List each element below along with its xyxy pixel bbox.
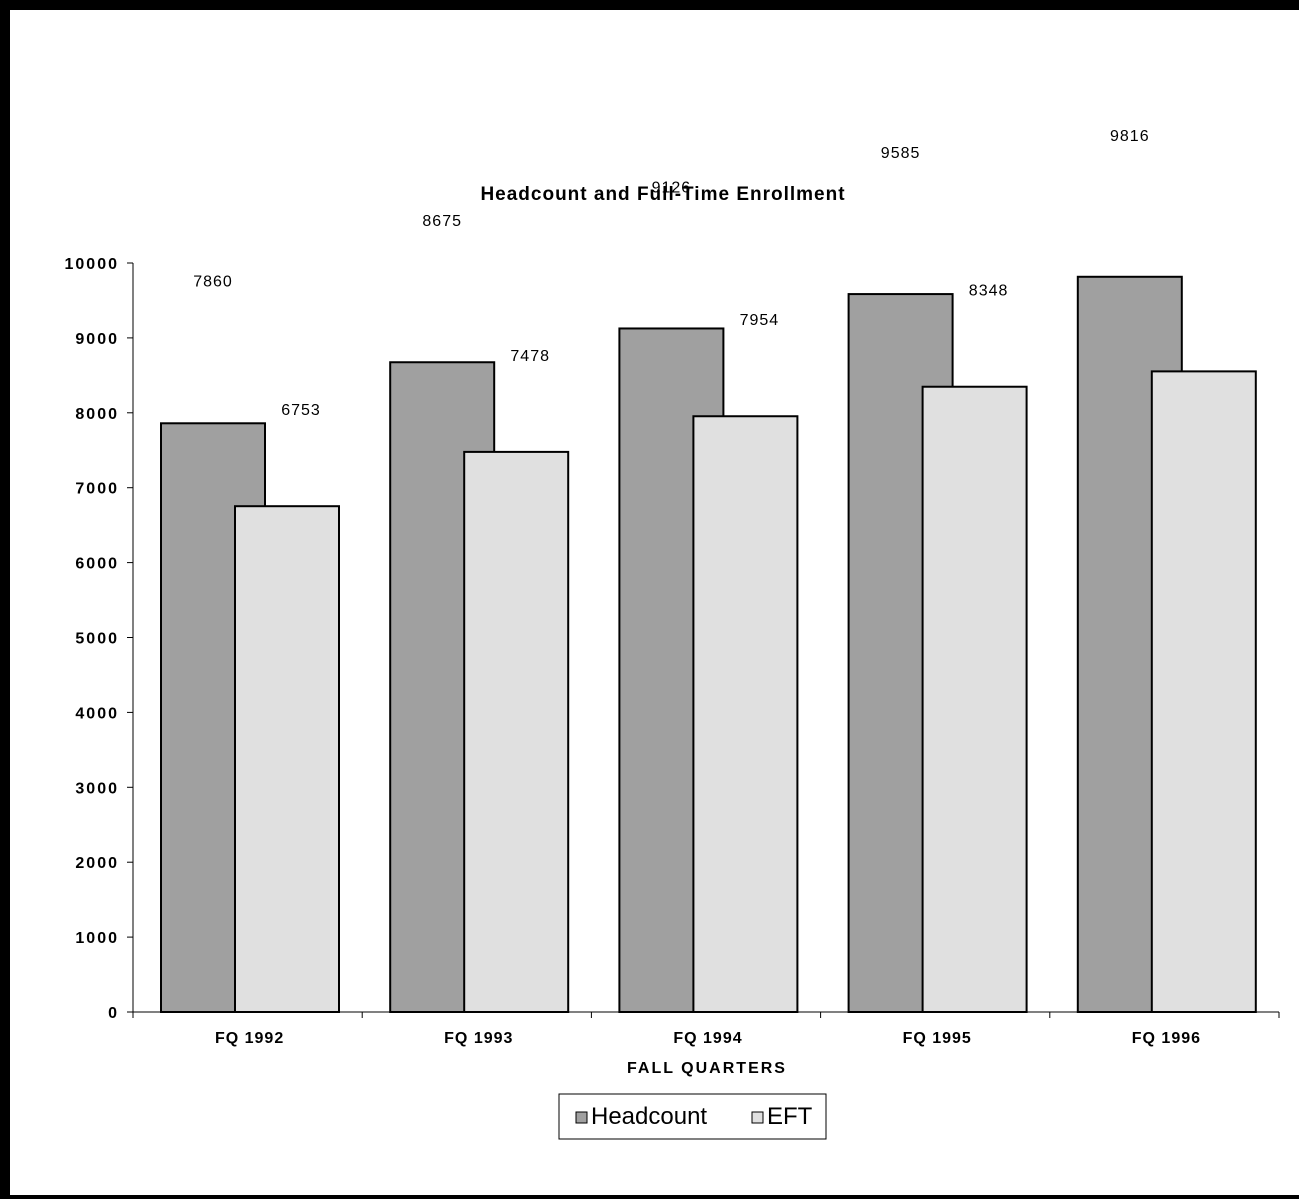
x-tick-label: FQ 1993	[444, 1030, 513, 1047]
x-axis-title: FALL QUARTERS	[627, 1060, 787, 1077]
y-tick-label: 3000	[75, 780, 119, 797]
y-tick-label: 0	[108, 1005, 119, 1022]
data-label-headcount: 9126	[652, 179, 692, 196]
y-tick-label: 5000	[75, 631, 119, 648]
data-label-headcount: 9585	[881, 145, 921, 162]
legend-swatch-eft	[751, 1111, 764, 1124]
y-tick-label: 8000	[75, 406, 119, 423]
legend-swatch-headcount	[575, 1111, 588, 1124]
bar-eft	[692, 415, 799, 1013]
y-tick-label: 9000	[75, 331, 119, 348]
data-label-eft: 8348	[969, 283, 1009, 300]
x-tick-label: FQ 1996	[1132, 1030, 1201, 1047]
chart-title: Headcount and Full-Time Enrollment	[480, 184, 845, 205]
x-tick-label: FQ 1995	[903, 1030, 972, 1047]
bar-eft	[921, 385, 1028, 1013]
y-tick-label: 2000	[75, 855, 119, 872]
legend-label-eft: EFT	[767, 1103, 813, 1130]
data-label-eft: 7954	[740, 312, 780, 329]
data-label-headcount: 8675	[422, 213, 462, 230]
y-tick-label: 1000	[75, 930, 119, 947]
bar-eft	[1150, 370, 1257, 1013]
data-label-headcount: 9816	[1110, 128, 1150, 145]
data-label-eft: 7478	[510, 348, 550, 365]
legend-box	[558, 1093, 827, 1140]
legend-label-headcount: Headcount	[591, 1103, 707, 1130]
y-tick-label: 4000	[75, 705, 119, 722]
x-tick-label: FQ 1992	[215, 1030, 284, 1047]
y-tick-label: 7000	[75, 481, 119, 498]
bar-eft	[463, 450, 570, 1013]
data-label-eft: 6753	[281, 402, 321, 419]
y-tick-label: 6000	[75, 556, 119, 573]
y-tick-label: 10000	[65, 256, 120, 273]
data-label-headcount: 7860	[193, 273, 233, 290]
x-tick-label: FQ 1994	[673, 1030, 742, 1047]
bar-eft	[234, 505, 340, 1013]
